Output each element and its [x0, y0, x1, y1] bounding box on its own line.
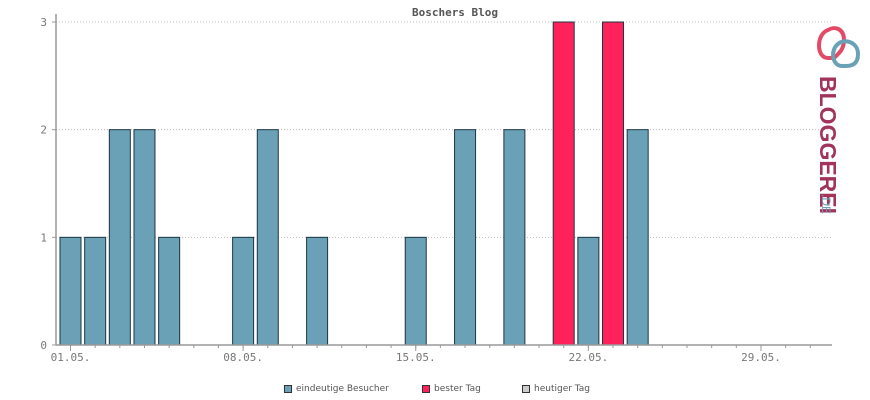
legend-item-unique-visitors: eindeutige Besucher — [284, 384, 389, 394]
brand-name: BLOGGEREI — [815, 76, 841, 214]
y-tick-label: 3 — [40, 16, 47, 29]
bar — [503, 129, 526, 346]
bloggerei-brand: BLOGGEREI .DE — [808, 14, 868, 224]
legend-swatch — [284, 385, 292, 393]
x-tick-label: 22.05. — [568, 351, 608, 364]
bar — [602, 21, 625, 346]
bar — [552, 21, 575, 346]
legend-swatch — [522, 385, 530, 393]
bar — [84, 236, 107, 346]
bar — [133, 129, 156, 346]
bar — [626, 129, 649, 346]
legend-item-best-day: bester Tag — [422, 384, 481, 394]
legend-label: eindeutige Besucher — [296, 384, 389, 394]
y-tick-label: 1 — [40, 231, 47, 244]
x-tick-label: 01.05. — [51, 351, 91, 364]
x-tick-label: 29.05. — [741, 351, 781, 364]
y-tick-label: 0 — [40, 339, 47, 352]
y-tick-label: 2 — [40, 124, 47, 137]
brand-tld: .DE — [819, 194, 833, 214]
bar — [454, 129, 477, 346]
legend-item-today: heutiger Tag — [522, 384, 590, 394]
bar — [158, 236, 181, 346]
gridlines — [56, 21, 832, 238]
bloggerei-logo-icon: BLOGGEREI .DE — [815, 26, 861, 214]
bar — [108, 129, 131, 346]
x-tick-label: 15.05. — [396, 351, 436, 364]
legend-swatch — [422, 385, 430, 393]
bars — [59, 21, 649, 346]
bar — [306, 236, 329, 346]
x-tick-label: 08.05. — [223, 351, 263, 364]
legend: eindeutige Besucher bester Tag heutiger … — [0, 384, 870, 400]
bar — [59, 236, 82, 346]
chart-title: Boschers Blog — [412, 6, 498, 19]
legend-label: bester Tag — [434, 384, 481, 394]
bar — [256, 129, 279, 346]
bar — [404, 236, 427, 346]
bar — [577, 236, 600, 346]
axes: 0 1 2 3 01.05. 08.05. 15.05. 22.05. 29.05. — [40, 14, 832, 364]
bar — [232, 236, 255, 346]
legend-label: heutiger Tag — [534, 384, 591, 394]
